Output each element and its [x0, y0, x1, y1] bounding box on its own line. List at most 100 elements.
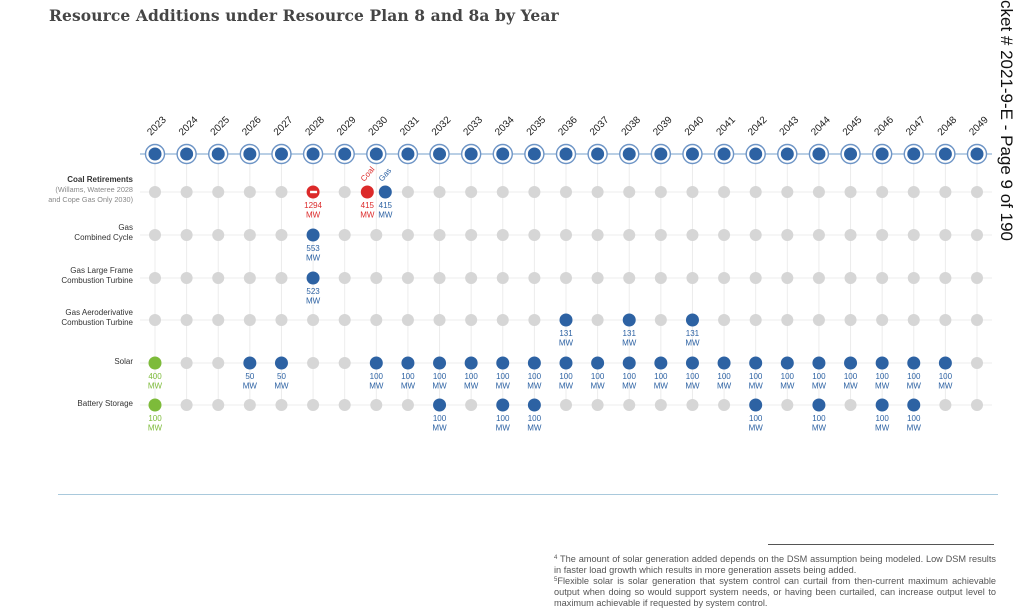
empty-slot-dot [939, 229, 952, 241]
timeline-node [938, 147, 952, 161]
footnote-rule [768, 544, 994, 545]
resource-dot-solar-2026 [243, 356, 257, 370]
resource-dot-solar-2043 [780, 356, 794, 370]
dot-value-label: 400 [148, 372, 162, 381]
dot-unit-label: MW [685, 382, 700, 391]
empty-slot-dot [528, 186, 541, 198]
resource-dot-solar-2045 [844, 356, 858, 370]
dot-unit-label: MW [496, 424, 511, 433]
year-tick-label: 2034 [493, 114, 517, 138]
empty-slot-dot [149, 314, 161, 326]
year-tick-label: 2040 [683, 114, 707, 138]
dot-value-label: 100 [433, 372, 447, 381]
timeline-node [433, 147, 447, 161]
empty-slot-dot [591, 314, 604, 326]
empty-slot-dot [686, 399, 699, 411]
empty-slot-dot [496, 229, 509, 241]
timeline-node [401, 147, 415, 161]
timeline-node [559, 147, 573, 161]
year-tick-label: 2026 [240, 114, 264, 138]
resource-dot-gact-2038 [622, 313, 636, 327]
empty-slot-dot [939, 314, 952, 326]
timeline-node [875, 147, 889, 161]
dot-value-label: 100 [812, 372, 826, 381]
empty-slot-dot [307, 314, 320, 326]
row-label-gact-line2: Combustion Turbine [61, 318, 133, 327]
dot-value-label: 100 [749, 414, 763, 423]
dot-value-label: 100 [812, 414, 826, 423]
dot-value-label: 100 [686, 372, 700, 381]
row-label-gas-combined-cycle: Gas Combined Cycle [74, 223, 133, 243]
empty-slot-dot [433, 314, 446, 326]
empty-slot-dot [781, 272, 794, 284]
row-label-gact-line1: Gas Aeroderivative [65, 308, 133, 317]
resource-dot-solar-2041 [717, 356, 731, 370]
empty-slot-dot [560, 229, 572, 241]
empty-slot-dot [370, 272, 383, 284]
dot-value-label: 131 [623, 329, 637, 338]
empty-slot-dot [939, 399, 952, 411]
empty-slot-dot [370, 229, 383, 241]
empty-slot-dot [560, 399, 572, 411]
empty-slot-dot [939, 272, 952, 284]
dot-value-label: 1294 [304, 201, 322, 210]
empty-slot-dot [971, 186, 983, 198]
dot-unit-label: MW [148, 382, 163, 391]
timeline-node [306, 147, 320, 161]
empty-slot-dot [307, 399, 320, 411]
empty-slot-dot [212, 314, 225, 326]
row-label-gcc-line2: Combined Cycle [74, 233, 133, 242]
empty-slot-dot [781, 229, 794, 241]
dot-unit-label: MW [432, 424, 447, 433]
year-tick-label: 2041 [714, 114, 738, 138]
timeline-node [148, 147, 162, 161]
timeline-node [464, 147, 478, 161]
dot-unit-label: MW [812, 382, 827, 391]
dot-unit-label: MW [622, 339, 637, 348]
empty-slot-dot [812, 229, 825, 241]
resource-dot-solar-2038 [622, 356, 636, 370]
resource-dot-solar-2036 [559, 356, 573, 370]
timeline-node [622, 147, 636, 161]
timeline-node [717, 147, 731, 161]
dot-unit-label: MW [306, 211, 321, 220]
resource-timeline-chart: 2023 2024 2025 2026 2027 2028 2029 2030 2031 2032… [140, 114, 992, 433]
dot-value-label: 100 [749, 372, 763, 381]
dot-unit-label: MW [907, 424, 922, 433]
empty-slot-dot [338, 272, 351, 284]
year-tick-label: 2039 [651, 114, 675, 138]
resource-dot-battery-2046 [875, 398, 889, 412]
empty-slot-dot [654, 229, 667, 241]
dot-unit-label: MW [496, 382, 511, 391]
row-label-battery-text: Battery Storage [77, 399, 133, 408]
empty-slot-dot [718, 399, 731, 411]
resource-dot-glfct-2028 [306, 271, 320, 285]
empty-slot-dot [781, 186, 794, 198]
timeline-node [338, 147, 352, 161]
timeline-node [812, 147, 826, 161]
empty-slot-dot [591, 272, 604, 284]
timeline-node [749, 147, 763, 161]
row-label-gas-large-frame: Gas Large Frame Combustion Turbine [61, 266, 133, 286]
empty-slot-dot [560, 186, 572, 198]
year-tick-label: 2030 [367, 114, 391, 138]
empty-slot-dot [528, 314, 541, 326]
empty-slot-dot [749, 229, 762, 241]
empty-slot-dot [275, 272, 288, 284]
empty-slot-dot [212, 399, 225, 411]
empty-slot-dot [623, 186, 636, 198]
dot-unit-label: MW [274, 382, 289, 391]
footnote-4: 4 The amount of solar generation added d… [554, 554, 996, 576]
dot-unit-label: MW [812, 424, 827, 433]
dot-unit-label: MW [369, 382, 384, 391]
dot-unit-label: MW [591, 382, 606, 391]
dot-value-label: 100 [559, 372, 573, 381]
empty-slot-dot [907, 272, 920, 284]
year-tick-label: 2032 [430, 114, 454, 138]
year-tick-label: 2036 [556, 114, 580, 138]
timeline-node [970, 147, 984, 161]
empty-slot-dot [180, 357, 193, 369]
footnotes: 4 The amount of solar generation added d… [554, 554, 996, 609]
empty-slot-dot [749, 186, 762, 198]
empty-slot-dot [623, 399, 636, 411]
